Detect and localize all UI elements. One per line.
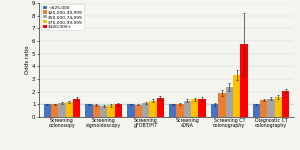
- Bar: [66, 102, 73, 117]
- Bar: [253, 104, 260, 117]
- Bar: [127, 104, 135, 117]
- Bar: [85, 104, 93, 117]
- Bar: [93, 105, 100, 117]
- Legend: <$25,000, $25,000-49,999, $50,000-74,999, $75,000-99,999, $100,000+: <$25,000, $25,000-49,999, $50,000-74,999…: [41, 4, 84, 30]
- Bar: [51, 104, 58, 117]
- Bar: [115, 104, 122, 117]
- Bar: [157, 98, 164, 117]
- Bar: [58, 103, 66, 117]
- Bar: [226, 87, 233, 117]
- Bar: [260, 100, 267, 117]
- Bar: [198, 99, 206, 117]
- Bar: [240, 44, 247, 117]
- Bar: [135, 105, 142, 117]
- Bar: [218, 93, 226, 117]
- Y-axis label: Odds ratio: Odds ratio: [25, 46, 30, 74]
- Bar: [282, 91, 290, 117]
- Bar: [267, 99, 275, 117]
- Bar: [73, 99, 80, 117]
- Bar: [176, 104, 184, 117]
- Bar: [191, 99, 198, 117]
- Bar: [233, 75, 240, 117]
- Bar: [169, 104, 176, 117]
- Bar: [275, 97, 282, 117]
- Bar: [44, 104, 51, 117]
- Bar: [142, 103, 149, 117]
- Bar: [211, 104, 218, 117]
- Bar: [100, 106, 107, 117]
- Bar: [149, 100, 157, 117]
- Bar: [107, 105, 115, 117]
- Bar: [184, 100, 191, 117]
